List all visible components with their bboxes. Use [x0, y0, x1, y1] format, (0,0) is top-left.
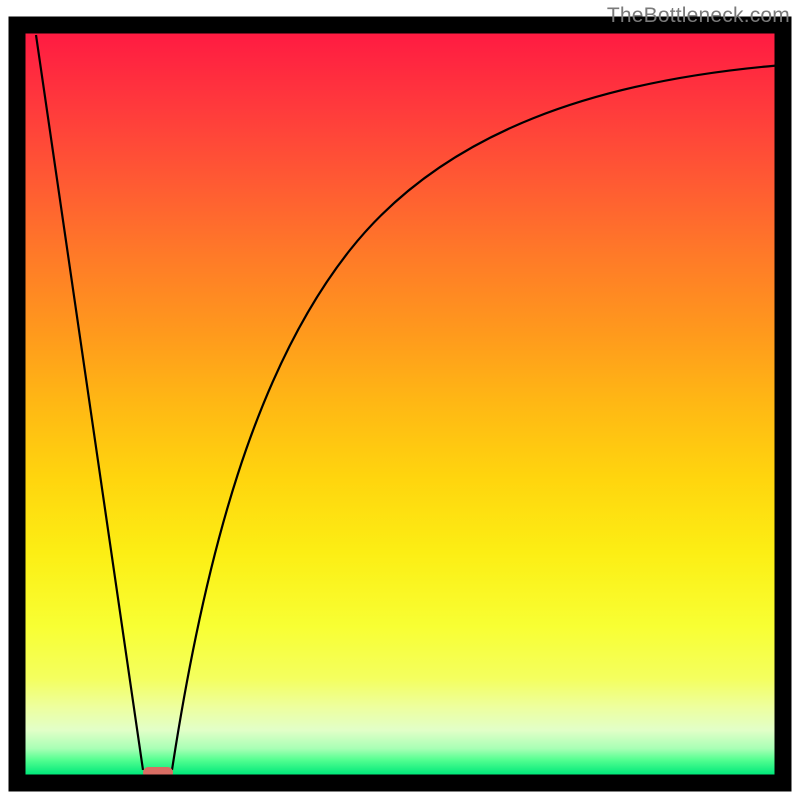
chart-background — [26, 34, 775, 775]
bottleneck-chart — [0, 0, 800, 800]
watermark-text: TheBottleneck.com — [607, 4, 790, 28]
chart-container: { "watermark": { "text": "TheBottleneck.… — [0, 0, 800, 800]
